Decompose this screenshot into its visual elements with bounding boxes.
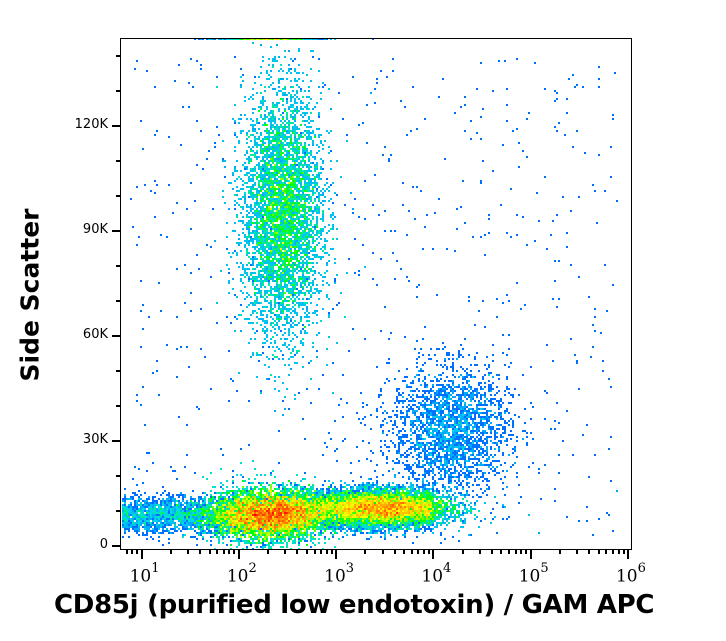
x-minor-tick <box>228 550 231 554</box>
y-minor-tick <box>116 300 120 302</box>
x-tick-label: 104 <box>421 561 452 587</box>
x-minor-tick <box>576 550 579 554</box>
x-minor-tick <box>186 550 189 554</box>
x-major-tick <box>237 550 240 559</box>
y-major-tick <box>112 229 120 232</box>
x-minor-tick <box>461 550 464 554</box>
x-minor-tick <box>410 550 413 554</box>
x-major-tick <box>335 550 338 559</box>
y-axis-title: Side Scatter <box>15 208 45 382</box>
x-minor-tick <box>284 550 287 554</box>
x-minor-tick <box>125 550 128 554</box>
y-major-tick <box>112 440 120 443</box>
y-minor-tick <box>116 159 120 162</box>
x-minor-tick <box>393 550 396 554</box>
x-minor-tick <box>622 550 625 554</box>
x-tick-label: 105 <box>518 561 549 587</box>
x-minor-tick <box>422 550 425 554</box>
x-minor-tick <box>427 550 430 554</box>
x-major-tick <box>432 550 435 559</box>
x-minor-tick <box>605 550 608 554</box>
y-tick-label: 120K <box>74 116 108 132</box>
x-minor-tick <box>500 550 503 554</box>
x-minor-tick <box>588 550 591 554</box>
y-minor-tick <box>116 264 120 267</box>
x-major-tick <box>626 550 629 559</box>
y-tick-label: 0 <box>99 537 108 553</box>
x-minor-tick <box>611 550 614 554</box>
x-minor-tick <box>490 550 493 554</box>
x-minor-tick <box>617 550 620 554</box>
x-minor-tick <box>313 550 316 554</box>
y-minor-tick <box>116 475 120 478</box>
y-minor-tick <box>116 510 120 513</box>
x-tick-label: 106 <box>615 561 646 587</box>
y-tick-label: 60K <box>82 327 108 343</box>
x-minor-tick <box>305 550 308 554</box>
y-tick-label: 30K <box>82 432 108 448</box>
x-minor-tick <box>131 550 134 554</box>
x-minor-tick <box>325 550 328 554</box>
x-minor-tick <box>520 550 523 554</box>
y-major-tick <box>112 124 120 127</box>
x-minor-tick <box>417 550 420 554</box>
x-minor-tick <box>525 550 528 554</box>
y-minor-tick <box>116 54 120 57</box>
y-minor-tick <box>116 370 120 373</box>
y-minor-tick <box>116 89 120 92</box>
x-tick-label: 103 <box>324 561 355 587</box>
x-minor-tick <box>478 550 481 554</box>
x-axis-title: CD85j (purified low endotoxin) / GAM APC <box>54 590 655 620</box>
x-major-tick <box>529 550 532 559</box>
x-minor-tick <box>136 550 139 554</box>
y-major-tick <box>112 335 120 338</box>
x-minor-tick <box>296 550 299 554</box>
x-minor-tick <box>558 550 561 554</box>
y-major-tick <box>112 545 120 548</box>
x-minor-tick <box>216 550 219 554</box>
x-minor-tick <box>597 550 600 554</box>
y-tick-label: 90K <box>82 221 108 237</box>
x-minor-tick <box>208 550 211 554</box>
density-plot-area <box>120 38 632 550</box>
x-minor-tick <box>330 550 333 554</box>
y-minor-tick <box>116 405 120 408</box>
x-minor-tick <box>514 550 517 554</box>
x-major-tick <box>140 550 143 559</box>
x-minor-tick <box>508 550 511 554</box>
x-tick-label: 101 <box>129 561 160 587</box>
x-minor-tick <box>199 550 202 554</box>
x-minor-tick <box>169 550 172 554</box>
x-minor-tick <box>364 550 367 554</box>
x-minor-tick <box>267 550 270 554</box>
y-minor-tick <box>116 194 120 197</box>
x-minor-tick <box>233 550 236 554</box>
x-tick-label: 102 <box>226 561 257 587</box>
x-minor-tick <box>403 550 406 554</box>
x-minor-tick <box>222 550 225 554</box>
x-minor-tick <box>381 550 384 554</box>
x-minor-tick <box>320 550 323 554</box>
